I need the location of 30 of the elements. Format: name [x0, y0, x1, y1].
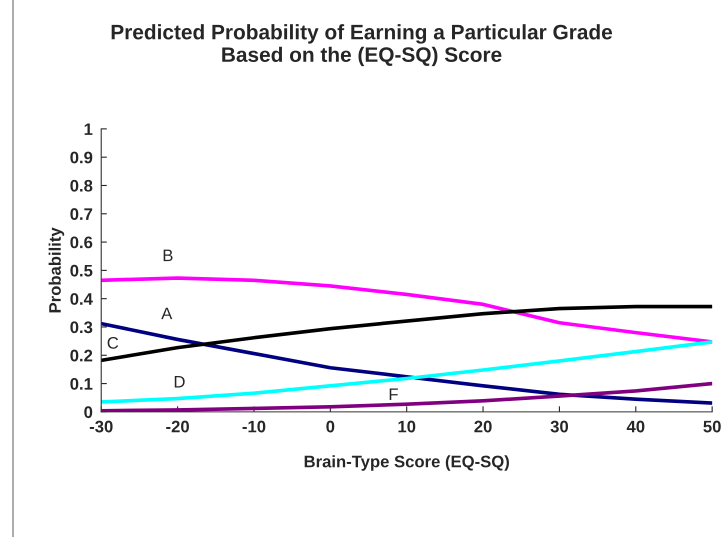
line-series — [101, 322, 712, 405]
x-tick-label: 30 — [550, 420, 568, 432]
y-tick-label: 0.9 — [70, 152, 92, 164]
x-tick-label: -20 — [166, 420, 189, 432]
y-tick-label: 0.8 — [70, 180, 92, 192]
chart-title: Predicted Probability of Earning a Particular Grade Based on the (EQ-SQ) Score — [112, 24, 612, 66]
y-tick-label: 0.3 — [70, 321, 92, 334]
series-label: D — [174, 376, 185, 388]
y-tick-label: 0.7 — [70, 208, 92, 220]
y-tick-label: 0.2 — [70, 350, 92, 362]
y-tick-label: 0.1 — [70, 378, 92, 390]
x-tick-label: -10 — [242, 420, 266, 432]
series-label: F — [390, 388, 398, 400]
series-label: B — [164, 250, 173, 262]
y-tick-label: 0.4 — [70, 293, 93, 305]
y-axis-title: Probability — [48, 227, 64, 312]
series-label: C — [108, 336, 118, 349]
x-tick-label: 0 — [326, 420, 334, 432]
y-tick-label: 0.6 — [70, 236, 92, 248]
x-tick-label: 50 — [703, 420, 721, 432]
x-tick-label: -30 — [90, 420, 113, 432]
x-tick-label: 20 — [474, 420, 492, 432]
y-tick-label: 1 — [84, 123, 92, 135]
series-label: A — [161, 308, 172, 320]
line-series — [101, 304, 712, 362]
x-axis-title: Brain-Type Score (EQ-SQ) — [304, 455, 509, 471]
x-tick-label: 10 — [398, 420, 416, 432]
y-tick-label: 0 — [84, 406, 92, 418]
x-tick-label: 40 — [626, 420, 644, 432]
y-tick-label: 0.5 — [70, 264, 92, 277]
